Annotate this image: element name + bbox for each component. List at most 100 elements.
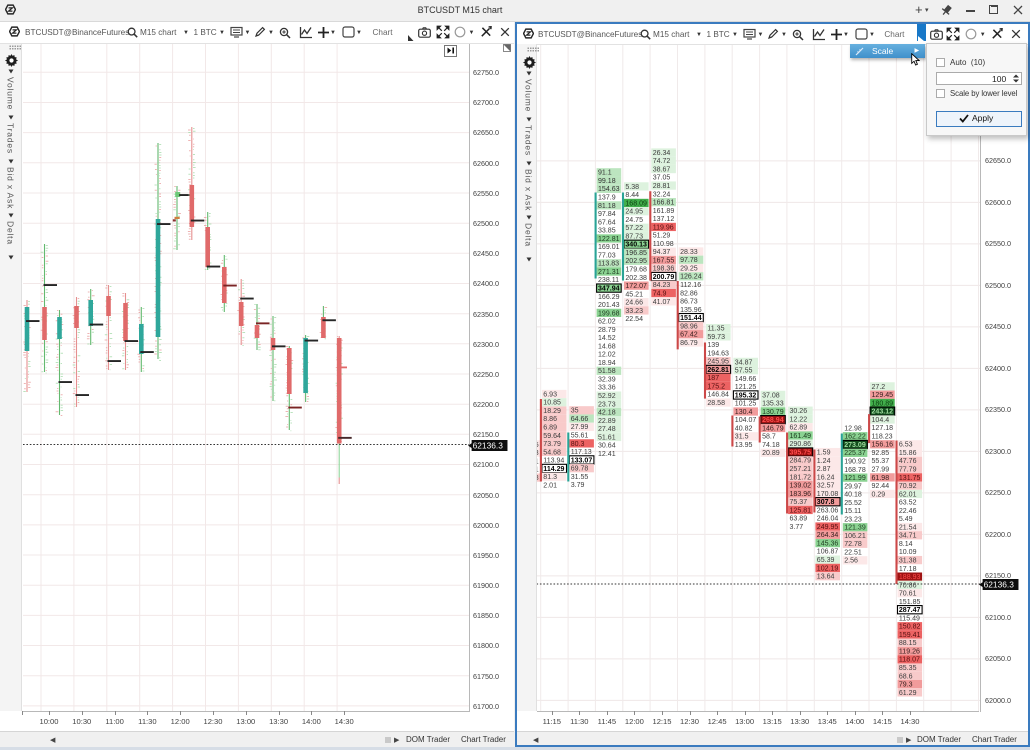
svg-text:24.95: 24.95 [625, 208, 643, 215]
svg-text:113.94: 113.94 [543, 457, 564, 464]
svg-text:74.18: 74.18 [762, 441, 780, 448]
svg-text:74.9: 74.9 [652, 290, 666, 297]
svg-text:150.82: 150.82 [898, 623, 920, 630]
svg-text:121.39: 121.39 [844, 524, 866, 531]
svg-text:86.73: 86.73 [680, 298, 698, 305]
svg-text:200.79: 200.79 [652, 273, 674, 280]
svg-text:284.79: 284.79 [789, 457, 811, 464]
svg-text:81.3: 81.3 [543, 474, 557, 481]
svg-text:61.98: 61.98 [871, 474, 889, 481]
svg-text:119.96: 119.96 [652, 224, 673, 231]
svg-text:85.35: 85.35 [898, 664, 916, 671]
svg-text:166.29: 166.29 [598, 293, 620, 300]
svg-text:8: 8 [537, 475, 539, 482]
svg-text:99.18: 99.18 [598, 177, 616, 184]
svg-text:271.31: 271.31 [598, 268, 620, 275]
svg-text:115.49: 115.49 [898, 615, 919, 622]
svg-text:245.95: 245.95 [707, 358, 729, 365]
svg-text:117.13: 117.13 [570, 449, 591, 456]
svg-text:23.23: 23.23 [844, 516, 862, 523]
svg-text:180.89: 180.89 [871, 400, 893, 407]
svg-text:22.54: 22.54 [625, 316, 643, 323]
svg-text:15.86: 15.86 [898, 449, 916, 456]
svg-text:79.3: 79.3 [898, 681, 912, 688]
svg-text:33.23: 33.23 [625, 307, 643, 314]
svg-text:1.24: 1.24 [816, 457, 830, 464]
svg-text:25.52: 25.52 [844, 499, 862, 506]
svg-text:188.93: 188.93 [898, 574, 920, 581]
svg-text:22.51: 22.51 [844, 549, 862, 556]
svg-text:37.05: 37.05 [652, 174, 670, 181]
svg-text:31.5: 31.5 [734, 433, 748, 440]
svg-text:55.61: 55.61 [570, 432, 588, 439]
svg-text:2.01: 2.01 [543, 482, 557, 489]
svg-text:91.1: 91.1 [598, 169, 612, 176]
svg-text:5.38: 5.38 [625, 183, 639, 190]
svg-text:77.79: 77.79 [898, 466, 916, 473]
svg-text:75.37: 75.37 [789, 499, 807, 506]
svg-text:146.84: 146.84 [707, 391, 729, 398]
svg-text:82.86: 82.86 [680, 290, 698, 297]
svg-text:62136.3: 62136.3 [984, 580, 1015, 590]
svg-text:12.98: 12.98 [844, 425, 862, 432]
svg-text:175.2: 175.2 [707, 383, 725, 390]
svg-text:118.07: 118.07 [898, 656, 919, 663]
svg-text:63.52: 63.52 [898, 499, 916, 506]
svg-text:5.49: 5.49 [898, 516, 912, 523]
svg-text:17.18: 17.18 [898, 565, 916, 572]
svg-text:10.85: 10.85 [543, 399, 561, 406]
svg-text:307.8: 307.8 [816, 499, 834, 506]
svg-text:30.64: 30.64 [598, 442, 616, 449]
svg-text:24.66: 24.66 [625, 299, 643, 306]
svg-text:8.86: 8.86 [543, 416, 557, 423]
svg-text:59.73: 59.73 [707, 333, 725, 340]
svg-text:22.46: 22.46 [898, 507, 916, 514]
svg-text:18.94: 18.94 [598, 359, 616, 366]
svg-text:13.64: 13.64 [816, 573, 834, 580]
svg-text:101.25: 101.25 [734, 400, 756, 407]
svg-text:263.06: 263.06 [816, 507, 838, 514]
svg-text:52.92: 52.92 [598, 392, 616, 399]
svg-text:77.03: 77.03 [598, 252, 616, 259]
svg-text:238.11: 238.11 [598, 277, 619, 284]
svg-text:347.94: 347.94 [598, 285, 620, 292]
svg-text:6.89: 6.89 [543, 424, 557, 431]
svg-text:1.59: 1.59 [816, 449, 830, 456]
svg-text:27.99: 27.99 [871, 466, 889, 473]
svg-text:125.81: 125.81 [789, 507, 811, 514]
svg-text:1: 1 [537, 466, 539, 473]
svg-text:199.68: 199.68 [598, 310, 620, 317]
svg-text:145.36: 145.36 [816, 540, 838, 547]
svg-text:195.32: 195.32 [734, 392, 756, 399]
svg-text:16.24: 16.24 [816, 474, 834, 481]
svg-text:41.07: 41.07 [652, 298, 670, 305]
svg-text:12.22: 12.22 [789, 416, 807, 423]
svg-text:201.43: 201.43 [598, 302, 620, 309]
svg-text:166.81: 166.81 [652, 199, 674, 206]
svg-text:73.79: 73.79 [543, 441, 561, 448]
svg-text:122.81: 122.81 [598, 235, 620, 242]
svg-text:159.41: 159.41 [898, 631, 920, 638]
svg-text:170.08: 170.08 [816, 490, 838, 497]
svg-text:18.29: 18.29 [543, 407, 561, 414]
svg-text:8.44: 8.44 [625, 192, 639, 199]
svg-text:121.99: 121.99 [844, 475, 866, 482]
svg-text:113.83: 113.83 [598, 260, 619, 267]
svg-text:5: 5 [537, 441, 539, 448]
svg-text:119.26: 119.26 [898, 648, 919, 655]
svg-text:81.18: 81.18 [598, 202, 616, 209]
svg-text:179.68: 179.68 [625, 266, 647, 273]
svg-text:35: 35 [570, 407, 578, 414]
svg-text:59.64: 59.64 [543, 432, 561, 439]
svg-text:187: 187 [707, 375, 719, 382]
svg-text:246.04: 246.04 [816, 515, 838, 522]
svg-text:290.86: 290.86 [789, 441, 811, 448]
svg-text:15.11: 15.11 [844, 508, 861, 515]
svg-text:0.29: 0.29 [871, 491, 885, 498]
svg-text:92.44: 92.44 [871, 483, 889, 490]
svg-text:118.23: 118.23 [871, 433, 892, 440]
svg-text:37.08: 37.08 [762, 392, 780, 399]
svg-text:47.76: 47.76 [898, 458, 916, 465]
svg-text:268.94: 268.94 [762, 417, 784, 424]
svg-text:33.85: 33.85 [598, 227, 616, 234]
